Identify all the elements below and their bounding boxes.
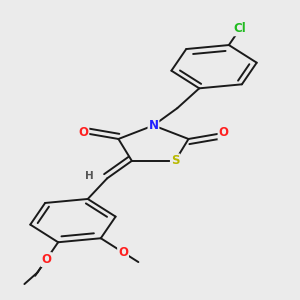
Text: N: N xyxy=(148,119,158,132)
Text: H: H xyxy=(85,171,94,181)
Text: O: O xyxy=(78,126,88,140)
Text: O: O xyxy=(118,246,128,259)
Text: O: O xyxy=(41,253,51,266)
Text: O: O xyxy=(218,126,229,140)
Text: S: S xyxy=(171,154,179,167)
Text: Cl: Cl xyxy=(234,22,246,35)
